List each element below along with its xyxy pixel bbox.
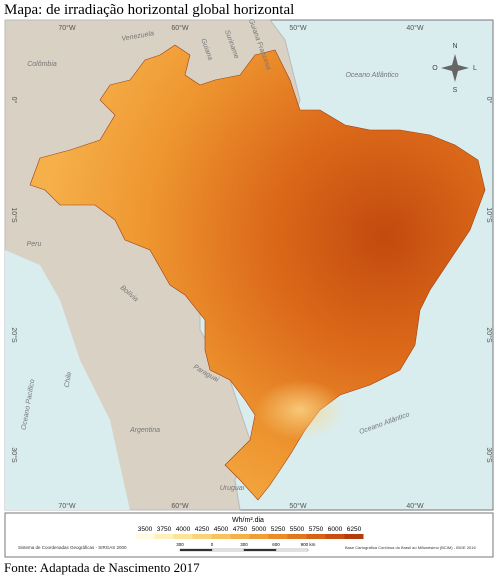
scale-segment xyxy=(211,548,245,552)
longitude-label: 40°W xyxy=(406,502,424,510)
compass-label: N xyxy=(452,43,457,50)
pacific xyxy=(5,250,130,510)
brazil xyxy=(29,44,486,501)
crs-note: Sistema de Coordenadas Geográficas - SIR… xyxy=(18,545,127,550)
latitude-label: 0° xyxy=(10,97,18,104)
compass-rose xyxy=(441,54,469,82)
legend-break: 6250 xyxy=(347,526,362,533)
legend-break: 4500 xyxy=(214,526,229,533)
longitude-label: 50°W xyxy=(289,502,307,510)
legend-swatch xyxy=(306,534,326,539)
place-label: Oceano Atlântico xyxy=(345,72,398,79)
source: Fonte: Adaptada de Nascimento 2017 xyxy=(4,560,200,575)
legend-break: 4250 xyxy=(195,526,210,533)
latitude-label: 0° xyxy=(485,97,493,104)
longitude-label: 40°W xyxy=(406,24,424,32)
legend-swatch xyxy=(173,534,193,539)
compass-label: O xyxy=(432,65,438,72)
longitude-label: 50°W xyxy=(289,24,307,32)
scale-label: 300 xyxy=(176,542,184,547)
legend-break: 3500 xyxy=(138,526,153,533)
legend-swatch xyxy=(287,534,307,539)
scale-label: 900 km xyxy=(301,542,316,547)
legend-swatch xyxy=(230,534,250,539)
latitude-label: 10°S xyxy=(10,207,18,223)
legend-break: 4750 xyxy=(233,526,248,533)
legend-swatch xyxy=(249,534,269,539)
scale-segment xyxy=(275,548,309,552)
legend-break: 4000 xyxy=(176,526,191,533)
latitude-label: 10°S xyxy=(485,207,493,223)
scale-label: 0 xyxy=(211,542,214,547)
longitude-label: 70°W xyxy=(58,502,76,510)
place-label: Peru xyxy=(27,241,42,248)
latitude-label: 20°S xyxy=(10,327,18,343)
legend-break: 5500 xyxy=(290,526,305,533)
legend-swatch xyxy=(268,534,288,539)
legend-break: 5750 xyxy=(309,526,324,533)
legend-swatch xyxy=(135,534,155,539)
longitude-label: 60°W xyxy=(171,24,189,32)
latitude-label: 20°S xyxy=(485,327,493,343)
longitude-label: 60°W xyxy=(171,502,189,510)
compass-label: S xyxy=(453,87,458,94)
compass-label: L xyxy=(473,65,477,72)
legend-break: 6000 xyxy=(328,526,343,533)
legend-break: 5000 xyxy=(252,526,267,533)
legend-swatch xyxy=(154,534,174,539)
legend-break: 5250 xyxy=(271,526,286,533)
scale-label: 600 xyxy=(272,542,280,547)
legend-swatch xyxy=(325,534,345,539)
latitude-label: 30°S xyxy=(10,447,18,463)
legend-swatch xyxy=(192,534,212,539)
legend-swatch xyxy=(211,534,231,539)
longitude-label: 70°W xyxy=(58,24,76,32)
scale-segment xyxy=(179,548,213,552)
place-label: Chile xyxy=(64,371,74,388)
place-label: Argentina xyxy=(129,427,160,434)
place-label: Colômbia xyxy=(27,61,57,68)
legend-swatch xyxy=(344,534,364,539)
map: 70°W 70°W 60°W 60°W 50°W 50°W 40°W 40°W 0° 0° 10°S… xyxy=(4,18,494,558)
scale-label: 300 xyxy=(240,542,248,547)
latitude-label: 30°S xyxy=(485,447,493,463)
scale-segment xyxy=(243,548,277,552)
title: Mapa: de irradiação horizontal global ho… xyxy=(4,2,295,18)
light-region xyxy=(255,380,345,440)
base-note: Base Cartográfica Contínua do Brasil ao … xyxy=(345,545,476,550)
place-label: Uruguai xyxy=(220,485,245,492)
legend-title: Wh/m².dia xyxy=(232,517,264,524)
legend-break: 3750 xyxy=(157,526,172,533)
